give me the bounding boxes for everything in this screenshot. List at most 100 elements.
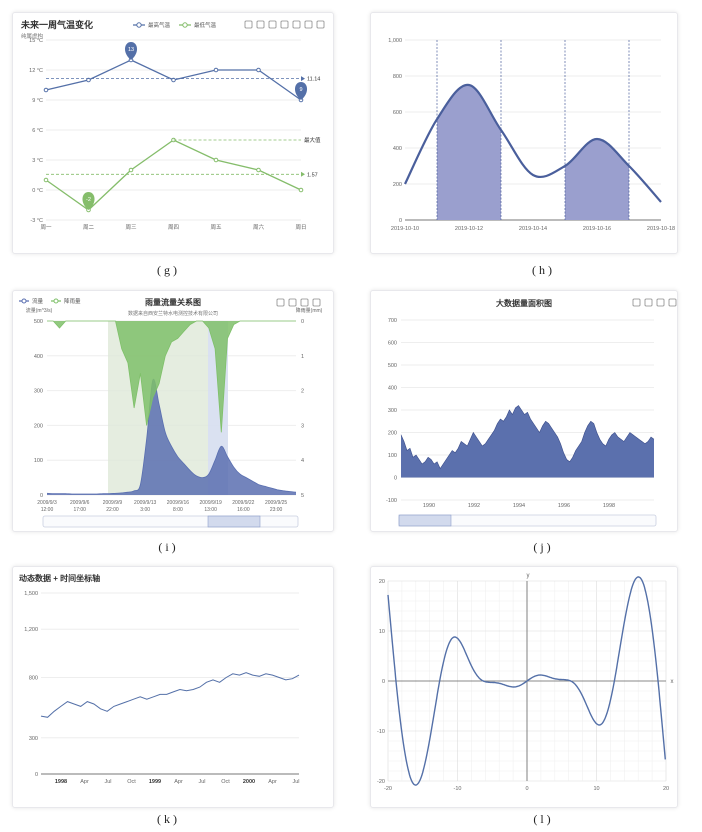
y-tick-label: 600: [388, 341, 397, 347]
x-tick-label: 2019-10-10: [391, 226, 419, 232]
y-right-tick-label: 3: [301, 423, 304, 429]
chart-panel-i: 流量 降雨量 雨量流量关系图 数据来自西安兰特水电测控技术有限公司 流量(m^3/s) 降…: [12, 290, 334, 532]
y-axis-label: y: [527, 573, 530, 579]
rain-line: [47, 320, 296, 433]
data-point: [256, 67, 261, 73]
y-tick-label: 600: [393, 110, 402, 116]
save-image-icon: [316, 20, 325, 29]
x-tick-label: 2009/9/9: [103, 500, 123, 506]
mark-point-label: 9: [299, 87, 302, 93]
chart-subtitle: 纯属虚构: [21, 32, 44, 40]
x-tick-label: 2019-10-14: [519, 226, 547, 232]
line-icon-shape: [280, 20, 289, 29]
data-point: [298, 187, 304, 193]
x-tick-label: 周日: [295, 224, 306, 231]
mark-point-pin: [82, 192, 95, 210]
x-tick-label-time: 22:00: [106, 507, 119, 513]
data-point: [43, 87, 49, 93]
x-tick-label: 2009/9/19: [200, 500, 222, 506]
x-tick-label: 周五: [210, 224, 222, 231]
x-tick-label: 2009/9/16: [167, 500, 189, 506]
y-right-tick-label: 0: [301, 319, 304, 325]
chart-title: 雨量流量关系图: [145, 297, 201, 307]
y-right-tick-label: 1: [301, 354, 304, 360]
y-tick-label: 300: [29, 736, 38, 742]
zoom-icon: [632, 298, 641, 307]
line-icon-shape: [668, 298, 677, 307]
y-tick-label: -3 °C: [30, 218, 43, 224]
x-tick-label-time: 13:00: [204, 507, 217, 513]
line-icon: [312, 298, 321, 307]
y-left-tick-label: 100: [34, 458, 43, 464]
caption-l: ( l ): [533, 812, 551, 826]
legend-item: 降雨量: [64, 297, 81, 305]
legend-item: 流量: [32, 297, 44, 305]
x-tick-label: -10: [454, 786, 462, 792]
y-tick-label: 300: [388, 408, 397, 414]
data-point: [43, 177, 49, 183]
y-left-tick-label: 200: [34, 423, 43, 429]
x-tick-label-time: 8:00: [173, 507, 183, 513]
mark-line-label: 11.14: [307, 77, 320, 83]
data-zoom-slider-window: [207, 515, 261, 528]
y-right-axis-label: 降雨量(mm): [296, 307, 323, 314]
y-tick-label: -100: [386, 498, 397, 504]
zoom-reset-icon: [644, 298, 653, 307]
x-tick-label: 0: [525, 786, 528, 792]
x-tick-label-time: 16:00: [237, 507, 250, 513]
y-tick-label: -10: [377, 729, 385, 735]
chart-k-svg: 动态数据 + 时间坐标轴 1,500 1,200 800 300 0 1998 Apr Jul O…: [19, 573, 300, 785]
chart-panel-k: 动态数据 + 时间坐标轴 1,500 1,200 800 300 0 1998 Apr Jul O…: [12, 566, 334, 808]
zoom-icon-shape: [276, 298, 285, 307]
caption-j: ( j ): [533, 540, 551, 554]
chart-panel-j: 大数据量面积图 700 600 500 400 300 200 100 0 -100 1990 199…: [370, 290, 678, 532]
zoom-reset-icon: [288, 298, 297, 307]
y-left-tick-label: 500: [34, 319, 43, 325]
chart-l-svg: x y -20 -10 0 10 20 20 10 0 -10 -20: [377, 573, 673, 792]
x-tick-label: 2009/9/22: [232, 500, 254, 506]
max-line-label: 最大值: [304, 136, 321, 144]
restore-icon: [304, 20, 313, 29]
y-tick-label: 0: [35, 772, 38, 778]
y-tick-label: 15 °C: [29, 38, 43, 44]
y-tick-label: 1,200: [24, 627, 38, 633]
legend-item: 最高气温: [148, 21, 171, 29]
y-tick-label: 400: [393, 146, 402, 152]
zoom-reset-icon: [256, 20, 265, 29]
y-tick-label: 500: [388, 363, 397, 369]
y-tick-label: 10: [379, 629, 385, 635]
data-area: [401, 405, 654, 478]
mark-point-label: -2: [86, 197, 91, 203]
x-tick-label: 1998: [55, 779, 67, 785]
x-tick-label: 2019-10-16: [583, 226, 611, 232]
zoom-reset-icon-shape: [644, 298, 653, 307]
y-left-tick-label: 300: [34, 389, 43, 395]
legend-item: 最低气温: [194, 21, 217, 29]
y-tick-label: 20: [379, 579, 385, 585]
flow-area: [47, 379, 296, 495]
chart-title: 未来一周气温变化: [20, 19, 93, 30]
y-tick-label: 800: [29, 675, 38, 681]
y-tick-label: 200: [393, 182, 402, 188]
legend-swatch-dot: [182, 22, 188, 28]
x-tick-label: 2009/9/25: [265, 500, 287, 506]
zoom-icon: [244, 20, 253, 29]
x-tick-label: 2009/9/6: [70, 500, 90, 506]
y-tick-label: 200: [388, 431, 397, 437]
x-tick-label: 2019-10-12: [455, 226, 483, 232]
chart-title: 大数据量面积图: [496, 298, 552, 308]
y-right-tick-label: 4: [301, 458, 304, 464]
zoom-icon: [276, 298, 285, 307]
x-tick-label: Oct: [221, 779, 230, 785]
shaded-area: [565, 139, 629, 220]
x-tick-label: Jul: [198, 779, 205, 785]
function-curve: [387, 576, 666, 786]
shaded-area: [437, 84, 501, 220]
x-tick-label: 周四: [168, 224, 179, 231]
chart-title: 动态数据 + 时间坐标轴: [19, 573, 100, 583]
mark-line-arrow: [301, 171, 305, 177]
y-left-tick-label: 0: [40, 493, 43, 499]
data-zoom-slider-window: [398, 514, 452, 527]
x-tick-label: 20: [663, 786, 669, 792]
